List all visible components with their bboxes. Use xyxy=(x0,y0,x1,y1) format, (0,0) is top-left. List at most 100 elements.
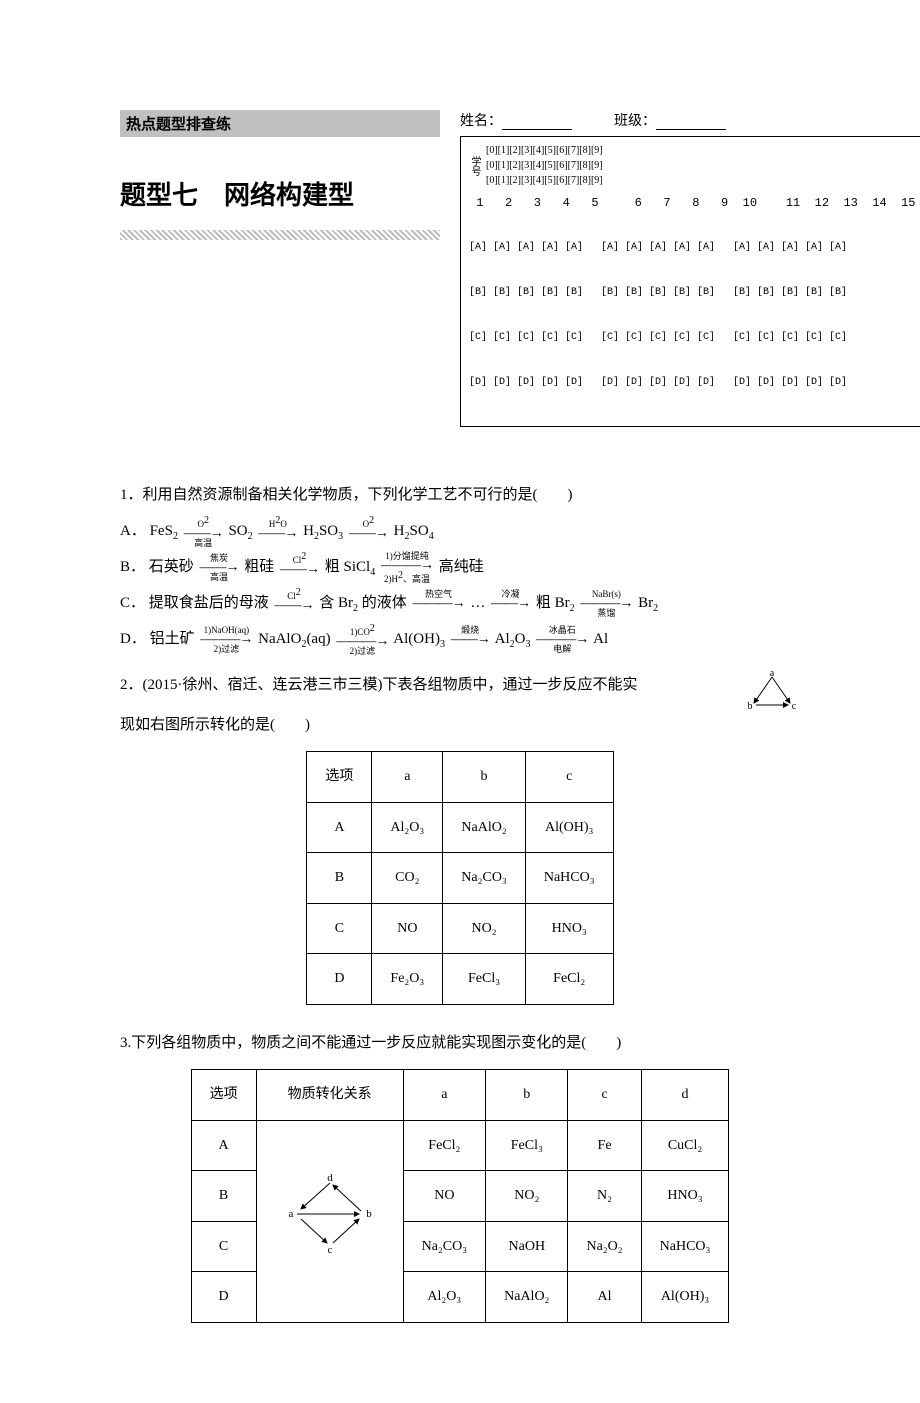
title-divider xyxy=(120,230,440,240)
th-c: c xyxy=(525,752,613,803)
s1: 提取食盐后的母液 xyxy=(149,595,269,611)
table-row: A xyxy=(191,1120,729,1171)
s5: Al xyxy=(593,631,608,647)
svg-text:a: a xyxy=(770,669,775,679)
s2: 粗硅 xyxy=(244,559,274,575)
name-blank[interactable] xyxy=(502,115,572,130)
svg-text:d: d xyxy=(327,1172,333,1184)
arrow-2: 热空气 ―――→ xyxy=(413,590,465,618)
s4: H2SO4 xyxy=(394,523,434,539)
choice-bubbles: [A] [A] [A] [A] [A] [A] [A] [A] [A] [A] … xyxy=(469,210,915,420)
s3: H2SO3 xyxy=(303,523,343,539)
digit-row-1[interactable]: [0][1][2][3][4][5][6][7][8][9] xyxy=(486,143,603,158)
section-bar: 热点题型排查练 xyxy=(120,110,440,137)
q1-option-b: B． 石英砂 焦炭 ――→ 高温 粗硅 Cl2 ――→ 粗 SiCl4 1)分馏… xyxy=(120,549,800,585)
class-label: 班级： xyxy=(614,114,656,129)
question-1: 1．利用自然资源制备相关化学物质，下列化学工艺不可行的是( ) A． FeS2 … xyxy=(120,477,800,657)
question-numbers: 1 2 3 4 5 6 7 8 9 10 11 12 13 14 15 xyxy=(469,196,915,210)
arrow-1: 1)NaOH(aq) ―――→ 2)过滤 xyxy=(200,626,252,654)
arrow-3: 冷凝 ――→ xyxy=(491,590,530,618)
student-id-label: 学号 xyxy=(469,156,480,176)
answer-sheet: 学号 [0][1][2][3][4][5][6][7][8][9] [0][1]… xyxy=(460,136,920,427)
choice-row-d[interactable]: [D] [D] [D] [D] [D] [D] [D] [D] [D] [D] … xyxy=(469,375,915,390)
table-row: BCO₂Na₂CO₃NaHCO₃ xyxy=(307,853,613,904)
header-right: 姓名： 班级： 学号 [0][1][2][3][4][5][6][7][8][9… xyxy=(460,110,920,427)
opt-label: B． xyxy=(120,559,145,575)
s2: 含 Br2 的液体 xyxy=(319,595,407,611)
s3: 粗 SiCl4 xyxy=(325,559,375,575)
arrow-3: 1)分馏提纯 ―――→ 2)H2、高温 xyxy=(381,552,433,584)
name-label: 姓名： xyxy=(460,114,502,129)
svg-text:b: b xyxy=(748,701,753,711)
s1: 铝土矿 xyxy=(150,631,195,647)
th-opt: 选项 xyxy=(307,752,372,803)
th-b: b xyxy=(443,752,526,803)
arrow-3: O2 ――→ xyxy=(349,516,388,548)
class-blank[interactable] xyxy=(656,115,726,130)
s1: 石英砂 xyxy=(149,559,194,575)
arrow-4: NaBr(s) ―――→ 蒸馏 xyxy=(580,590,632,618)
q3-stem: 3.下列各组物质中，物质之间不能通过一步反应就能实现图示变化的是( ) xyxy=(120,1025,800,1061)
th-c: c xyxy=(568,1069,641,1120)
rhombus-diagram: a b c d xyxy=(275,1171,385,1257)
svg-text:c: c xyxy=(792,701,797,711)
student-id-row: 学号 [0][1][2][3][4][5][6][7][8][9] [0][1]… xyxy=(469,143,915,188)
digit-row-2[interactable]: [0][1][2][3][4][5][6][7][8][9] xyxy=(486,158,603,173)
q3-diagram-cell: a b c d xyxy=(256,1120,403,1322)
arrow-4: 冰晶石 ―――→ 电解 xyxy=(536,626,588,654)
th-rel: 物质转化关系 xyxy=(256,1069,403,1120)
arrow-2: Cl2 ――→ xyxy=(280,552,319,584)
q3-table: 选项 物质转化关系 a b c d A xyxy=(191,1069,730,1323)
arrow-3: 煅烧 ――→ xyxy=(451,626,490,654)
s3: … xyxy=(470,595,485,611)
arrow-2: H2O ――→ xyxy=(258,516,297,548)
q1-option-c: C． 提取食盐后的母液 Cl2 ――→ 含 Br2 的液体 热空气 ―――→ …… xyxy=(120,585,800,621)
s4: 粗 Br2 xyxy=(536,595,575,611)
s5: Br2 xyxy=(638,595,658,611)
choice-row-a[interactable]: [A] [A] [A] [A] [A] [A] [A] [A] [A] [A] … xyxy=(469,240,915,255)
triangle-diagram: a b c xyxy=(744,669,800,711)
s4: 高纯硅 xyxy=(439,559,484,575)
table-row: CNONO₂HNO₃ xyxy=(307,903,613,954)
page-title: 题型七 网络构建型 xyxy=(120,175,440,212)
opt-label: C． xyxy=(120,595,145,611)
svg-text:a: a xyxy=(288,1208,293,1220)
q2-table: 选项 a b c AAl₂O₃NaAlO₂Al(OH)₃ BCO₂Na₂CO₃N… xyxy=(306,751,613,1005)
student-id-digits: [0][1][2][3][4][5][6][7][8][9] [0][1][2]… xyxy=(486,143,603,188)
digit-row-3[interactable]: [0][1][2][3][4][5][6][7][8][9] xyxy=(486,173,603,188)
th-b: b xyxy=(486,1069,568,1120)
th-a: a xyxy=(403,1069,486,1120)
arrow-1: Cl2 ――→ xyxy=(275,588,314,620)
arrow-1: O2 ――→ 高温 xyxy=(184,516,223,548)
header-left: 热点题型排查练 题型七 网络构建型 xyxy=(120,110,440,240)
svg-text:b: b xyxy=(366,1208,372,1220)
table-header-row: 选项 a b c xyxy=(307,752,613,803)
choice-row-c[interactable]: [C] [C] [C] [C] [C] [C] [C] [C] [C] [C] … xyxy=(469,330,915,345)
s1: FeS2 xyxy=(150,523,178,539)
opt-label: A． xyxy=(120,523,146,539)
choice-row-b[interactable]: [B] [B] [B] [B] [B] [B] [B] [B] [B] [B] … xyxy=(469,285,915,300)
page: 热点题型排查练 题型七 网络构建型 姓名： 班级： 学号 [0][1][2][3… xyxy=(0,0,920,1403)
s2: NaAlO2(aq) xyxy=(258,631,330,647)
q1-option-a: A． FeS2 O2 ――→ 高温 SO2 H2O ――→ H2SO3 O2 ―… xyxy=(120,513,800,549)
q2-stem-line1: 2．(2015·徐州、宿迁、连云港三市三模)下表各组物质中，通过一步反应不能实 xyxy=(120,667,800,703)
header-row: 热点题型排查练 题型七 网络构建型 姓名： 班级： 学号 [0][1][2][3… xyxy=(120,110,800,427)
q1-stem: 1．利用自然资源制备相关化学物质，下列化学工艺不可行的是( ) xyxy=(120,477,800,513)
s2: SO2 xyxy=(228,523,252,539)
opt-label: D． xyxy=(120,631,146,647)
svg-text:c: c xyxy=(327,1244,332,1256)
table-header-row: 选项 物质转化关系 a b c d xyxy=(191,1069,729,1120)
th-a: a xyxy=(372,752,443,803)
question-3: 3.下列各组物质中，物质之间不能通过一步反应就能实现图示变化的是( ) 选项 物… xyxy=(120,1025,800,1323)
arrow-1: 焦炭 ――→ 高温 xyxy=(200,554,239,582)
s4: Al2O3 xyxy=(495,631,531,647)
question-2: 2．(2015·徐州、宿迁、连云港三市三模)下表各组物质中，通过一步反应不能实 … xyxy=(120,667,800,1005)
q1-option-d: D． 铝土矿 1)NaOH(aq) ―――→ 2)过滤 NaAlO2(aq) 1… xyxy=(120,621,800,657)
q2-stem-line2: 现如右图所示转化的是( ) xyxy=(120,707,800,743)
th-d: d xyxy=(641,1069,729,1120)
arrow-2: 1)CO2 ―――→ 2)过滤 xyxy=(336,624,388,656)
th-opt: 选项 xyxy=(191,1069,256,1120)
name-class-line: 姓名： 班级： xyxy=(460,110,920,130)
body: 1．利用自然资源制备相关化学物质，下列化学工艺不可行的是( ) A． FeS2 … xyxy=(120,477,800,1323)
table-row: DFe₂O₃FeCl₃FeCl₂ xyxy=(307,954,613,1005)
